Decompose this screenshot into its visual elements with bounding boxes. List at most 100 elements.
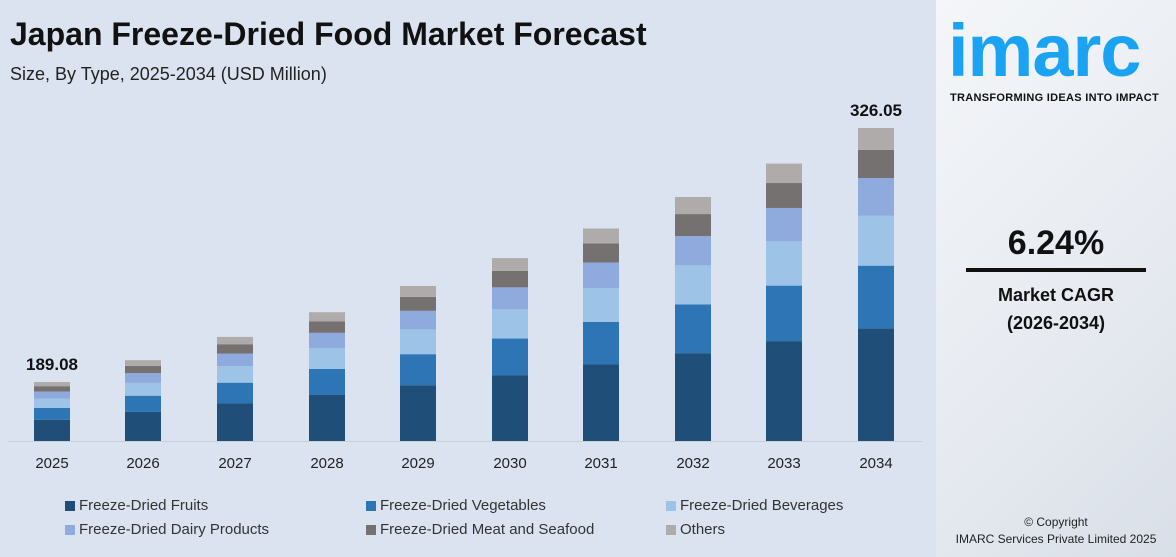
bar-segment (583, 321, 619, 365)
chart-title: Japan Freeze-Dried Food Market Forecast (10, 16, 647, 52)
copyright-line1: © Copyright (1024, 515, 1088, 529)
legend-item: Freeze-Dried Meat and Seafood (366, 521, 594, 538)
bar-segment (766, 341, 802, 441)
divider (966, 268, 1146, 272)
bar-segment (400, 296, 436, 311)
cagr-period: (2026-2034) (1006, 313, 1106, 333)
legend-swatch (65, 524, 75, 535)
legend-item: Freeze-Dried Beverages (666, 497, 843, 514)
chart-subtitle: Size, By Type, 2025-2034 (USD Million) (10, 64, 327, 84)
bar-segment (309, 332, 345, 349)
bar-segment (217, 382, 253, 404)
legend-label: Freeze-Dried Fruits (79, 497, 209, 514)
bar-segment (400, 354, 436, 386)
bar-segment (217, 366, 253, 383)
legend-label: Freeze-Dried Vegetables (380, 497, 546, 514)
bar-segment (583, 262, 619, 288)
bar-segment (125, 365, 161, 374)
legend-swatch (666, 524, 676, 535)
bar-segment (125, 411, 161, 441)
x-tick-label: 2032 (676, 455, 709, 472)
bar-segment (766, 285, 802, 342)
legend-label: Freeze-Dried Beverages (680, 497, 844, 514)
bar-segment (217, 344, 253, 354)
x-tick-label: 2029 (401, 455, 434, 472)
bar-segment (400, 329, 436, 355)
x-tick-label: 2033 (767, 455, 800, 472)
bar-segment (309, 348, 345, 369)
bar-segment (858, 128, 894, 150)
x-tick-label: 2026 (126, 455, 159, 472)
x-tick-label: 2030 (493, 455, 526, 472)
bar-segment (675, 353, 711, 441)
x-tick-label: 2025 (35, 455, 68, 472)
bar-segment (217, 353, 253, 367)
bar-segment (675, 197, 711, 215)
legend-label: Freeze-Dried Meat and Seafood (380, 521, 595, 538)
bar-segment (309, 312, 345, 322)
bar-segment (34, 398, 70, 408)
x-tick-label: 2028 (310, 455, 343, 472)
bar-segment (309, 321, 345, 333)
bar-segment (492, 338, 528, 376)
bar-segment (858, 215, 894, 266)
bar-segment (34, 386, 70, 392)
bar-segment (400, 385, 436, 441)
bar-segment (858, 265, 894, 329)
brand-panel: imarc TRANSFORMING IDEAS INTO IMPACT 6.2… (936, 0, 1176, 557)
x-tick-label: 2027 (218, 455, 251, 472)
bar-segment (766, 207, 802, 242)
stacked-bar-chart: 2025 189.08 2026 2027 2028 2029 2030 2031 2032 20… (8, 101, 922, 472)
x-tick-label: 2034 (859, 455, 892, 472)
bar-segment (492, 270, 528, 288)
bar-segment (309, 368, 345, 395)
bar-segment (675, 304, 711, 354)
cagr-label: Market CAGR (997, 285, 1115, 305)
bar-segment (675, 214, 711, 237)
legend-item: Freeze-Dried Vegetables (366, 497, 546, 514)
legend-swatch (65, 500, 75, 511)
bar-segment (34, 391, 70, 399)
bar-segment (583, 228, 619, 244)
legend-item: Others (666, 521, 725, 538)
bar-segment (675, 236, 711, 266)
bar-segment (858, 149, 894, 179)
bar-segment (492, 287, 528, 310)
bar-segment (583, 243, 619, 263)
bar-segment (400, 310, 436, 330)
legend-swatch (366, 500, 376, 511)
bar-segment (766, 163, 802, 184)
bar-segment (492, 258, 528, 271)
x-tick-label: 2031 (584, 455, 617, 472)
bar-segment (400, 285, 436, 297)
legend-label: Freeze-Dried Dairy Products (79, 521, 270, 538)
bar-segment (492, 309, 528, 339)
bar-segment (125, 382, 161, 396)
bar-segment (34, 407, 70, 420)
bar-segment (583, 364, 619, 441)
total-label: 326.05 (850, 101, 902, 120)
bar-segment (125, 373, 161, 383)
bar-segment (217, 403, 253, 441)
legend-swatch (666, 500, 676, 511)
tagline: TRANSFORMING IDEAS INTO IMPACT (950, 92, 1160, 104)
bar-segment (766, 183, 802, 208)
bar-segment (34, 382, 70, 387)
bar-segment (217, 336, 253, 345)
bar-segment (125, 360, 161, 366)
bar-segment (766, 241, 802, 286)
total-label: 189.08 (26, 355, 78, 374)
bar-segment (492, 375, 528, 441)
bar-segment (309, 394, 345, 441)
legend-item: Freeze-Dried Fruits (65, 497, 208, 514)
bar-segment (858, 328, 894, 441)
copyright-line2: IMARC Services Private Limited 2025 (955, 532, 1157, 546)
imarc-logo: imarc (948, 9, 1141, 92)
legend-item: Freeze-Dried Dairy Products (65, 521, 269, 538)
bar-segment (125, 395, 161, 412)
bar-segment (583, 287, 619, 322)
bar-segment (675, 265, 711, 305)
chart-panel: Japan Freeze-Dried Food Market Forecast … (8, 16, 922, 538)
bar-segment (34, 419, 70, 441)
legend-label: Others (680, 521, 726, 538)
